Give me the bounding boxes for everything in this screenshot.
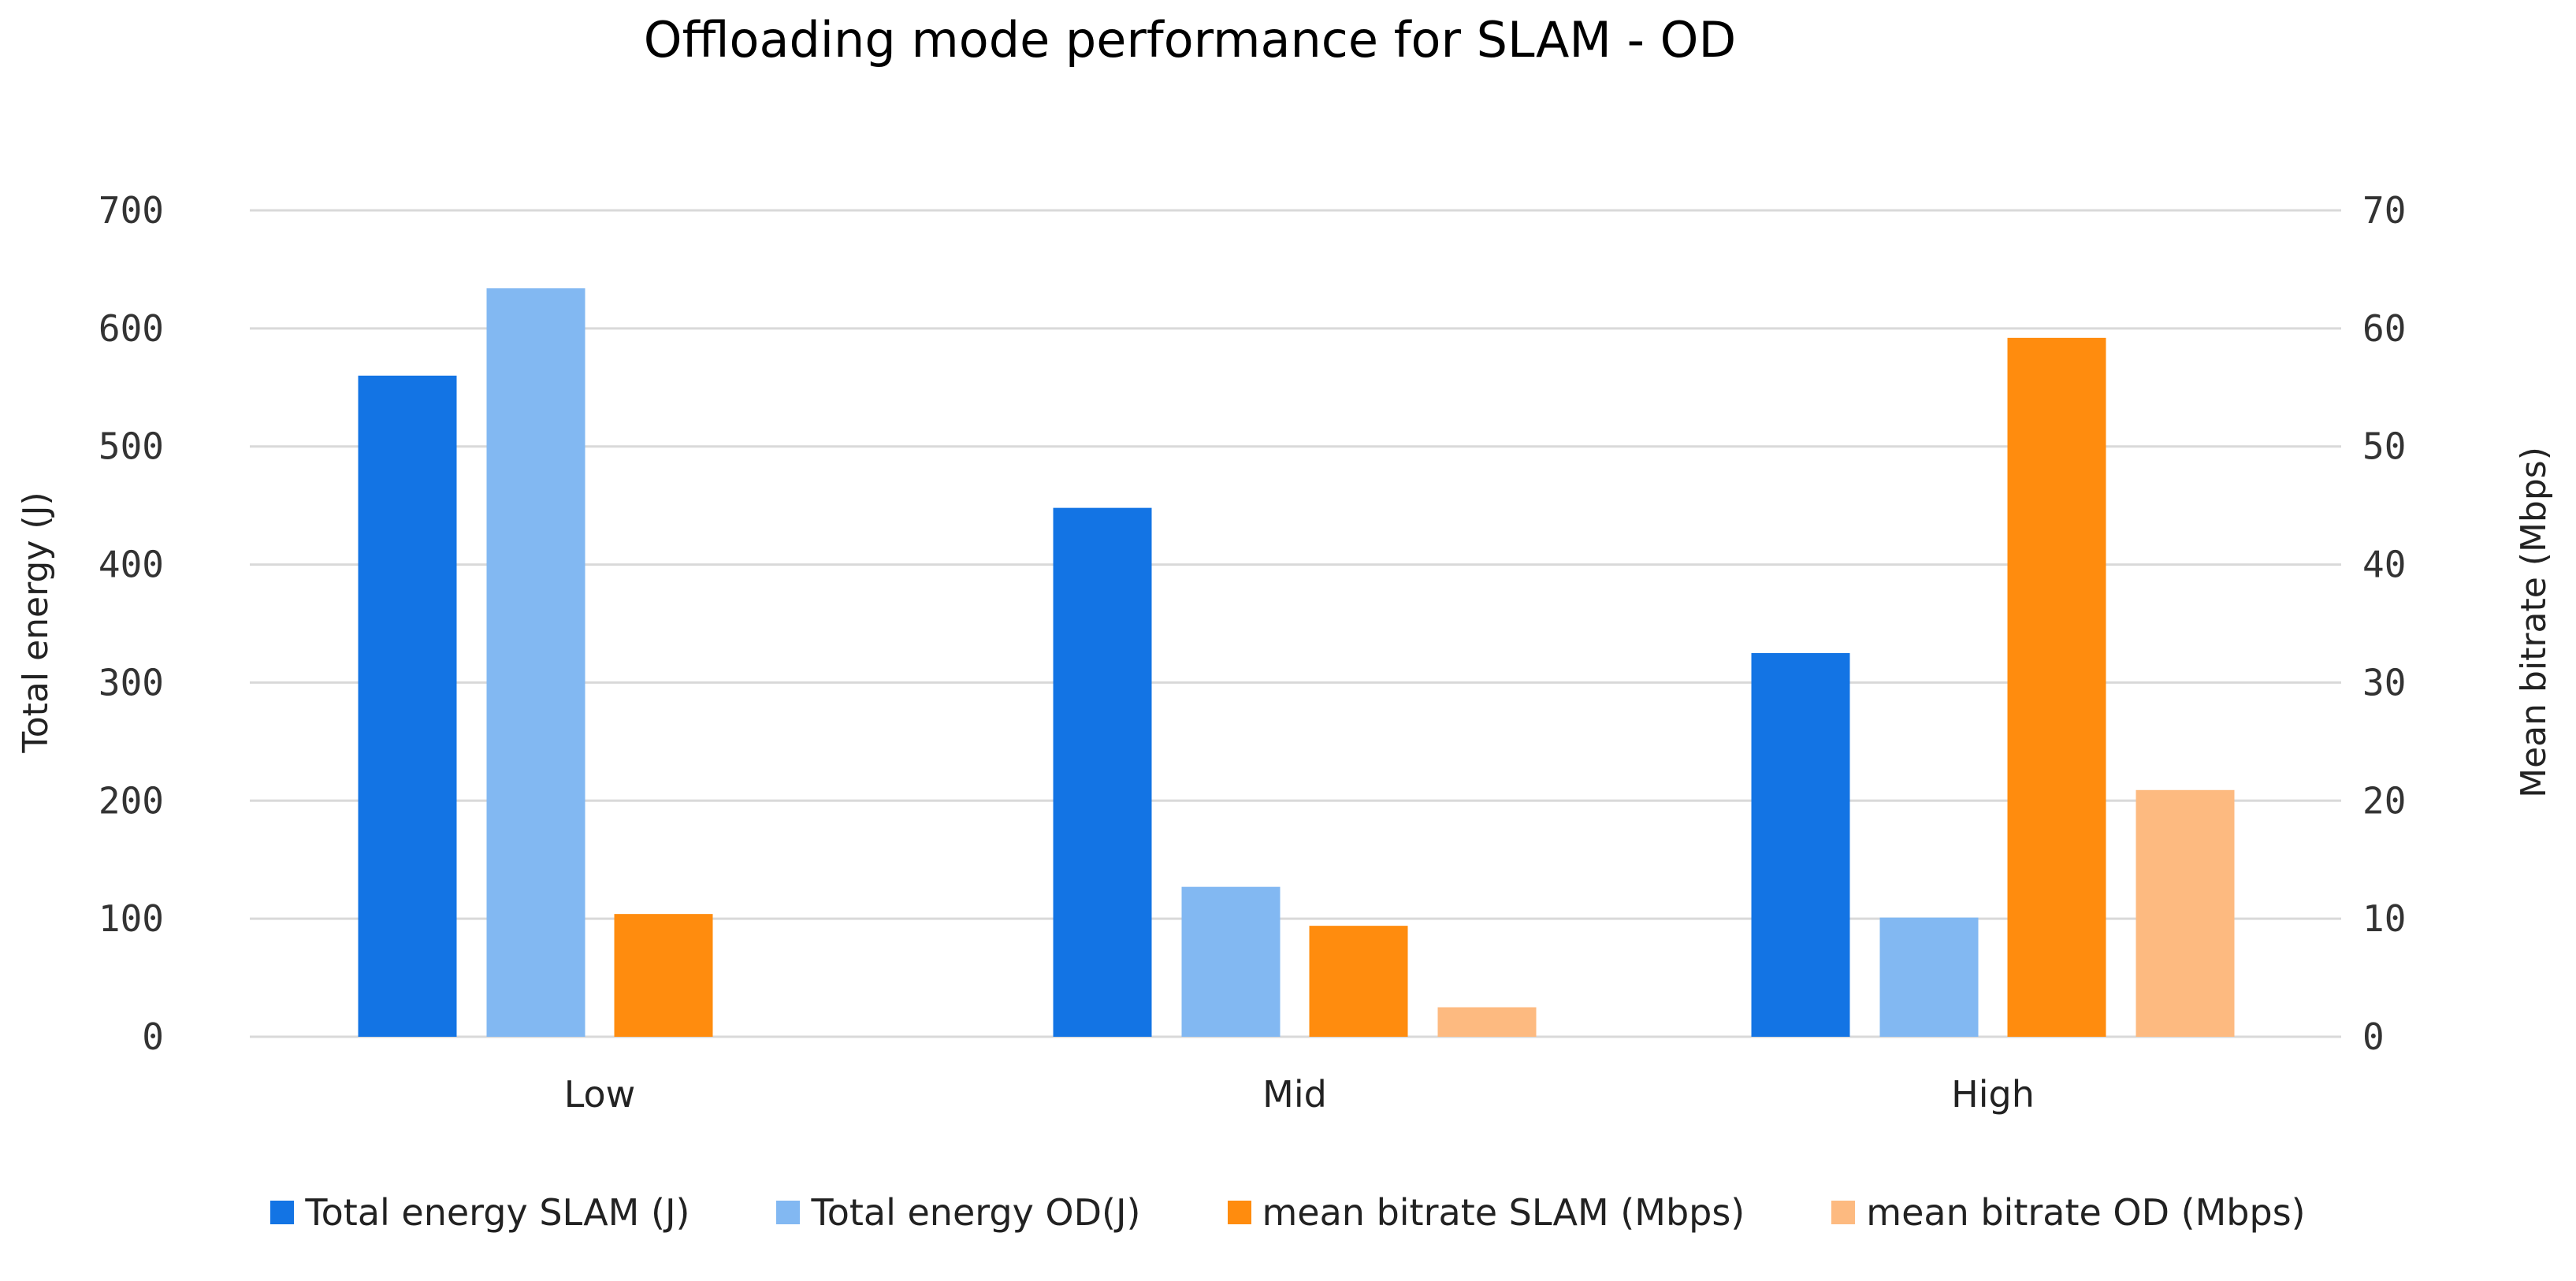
- legend-item: mean bitrate OD (Mbps): [1831, 1191, 2306, 1234]
- y2-tick-label: 10: [2362, 897, 2406, 940]
- bar-0-high: [1751, 652, 1850, 1037]
- y2-tick-label: 40: [2362, 544, 2406, 586]
- legend-label: mean bitrate OD (Mbps): [1866, 1191, 2306, 1234]
- bar-3-mid: [1437, 1007, 1537, 1037]
- category-labels: Low Mid High: [564, 1073, 2035, 1116]
- y-tick-label: 500: [99, 425, 164, 468]
- y-tick-label: 200: [99, 779, 164, 822]
- legend-item: mean bitrate SLAM (Mbps): [1227, 1191, 1745, 1234]
- y-tick-label: 0: [142, 1016, 164, 1058]
- bars: [358, 288, 2235, 1037]
- category-label: Low: [564, 1073, 636, 1116]
- legend-swatch: [1831, 1201, 1856, 1224]
- legend-label: Total energy OD(J): [811, 1191, 1141, 1234]
- y-axis-label: Total energy (J): [16, 492, 56, 753]
- legend-item: Total energy SLAM (J): [270, 1191, 690, 1234]
- y2-tick-label: 30: [2362, 661, 2406, 704]
- y-tick-label: 600: [99, 307, 164, 350]
- y2-tick-label: 20: [2362, 779, 2406, 822]
- legend-swatch: [270, 1201, 295, 1224]
- y2-tick-label: 0: [2362, 1016, 2385, 1058]
- bar-2-high: [2007, 337, 2106, 1037]
- legend-swatch: [1227, 1201, 1251, 1224]
- y2-tick-label: 70: [2362, 189, 2406, 232]
- bar-2-mid: [1309, 926, 1408, 1037]
- tick-labels: 0 0 100 10 200 20 300 30 400 40 500 50 600 60 700 70: [99, 189, 2406, 1058]
- legend-label: mean bitrate SLAM (Mbps): [1262, 1191, 1745, 1234]
- y2-axis-label: Mean bitrate (Mbps): [2514, 447, 2554, 798]
- legend-item: Total energy OD(J): [776, 1191, 1141, 1234]
- bar-1-mid: [1181, 886, 1281, 1037]
- chart-title: Offloading mode performance for SLAM - O…: [644, 11, 1736, 69]
- legend-swatch: [776, 1201, 801, 1224]
- y-tick-label: 700: [99, 189, 164, 232]
- category-label: Mid: [1262, 1073, 1327, 1116]
- bar-2-low: [614, 914, 713, 1037]
- y2-tick-label: 60: [2362, 307, 2406, 350]
- bar-1-low: [486, 288, 585, 1037]
- legend-label: Total energy SLAM (J): [305, 1191, 690, 1234]
- gridlines: [250, 209, 2341, 1038]
- bar-1-high: [1879, 917, 1979, 1037]
- y-tick-label: 400: [99, 544, 164, 586]
- y-tick-label: 300: [99, 661, 164, 704]
- category-label: High: [1951, 1073, 2035, 1116]
- bar-3-high: [2136, 789, 2235, 1037]
- y2-tick-label: 50: [2362, 425, 2406, 468]
- legend: Total energy SLAM (J) Total energy OD(J) m…: [0, 1191, 2576, 1234]
- bar-0-low: [358, 375, 457, 1037]
- y-tick-label: 100: [99, 897, 164, 940]
- bar-0-mid: [1053, 507, 1152, 1037]
